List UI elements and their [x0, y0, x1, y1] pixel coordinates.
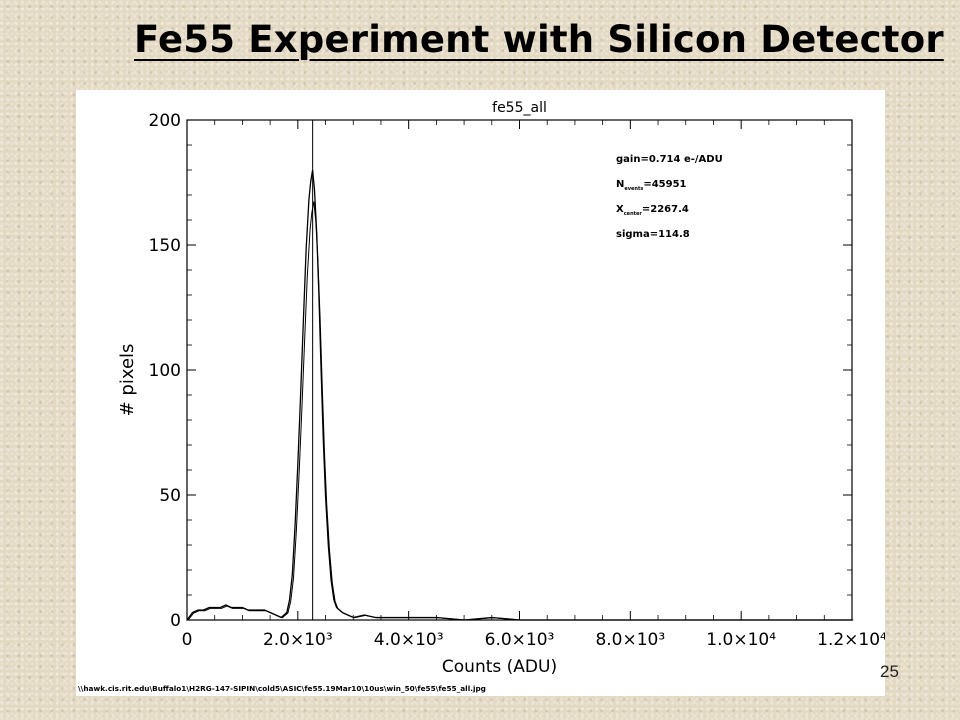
histogram-line — [186, 169, 852, 621]
footer-file-path: \\hawk.cis.rit.edu\Buffalo1\H2RG-147-SIP… — [78, 684, 486, 693]
y-tick-label: 100 — [149, 361, 181, 381]
annotation-subscript: events — [624, 186, 643, 192]
chart-title: fe55_all — [492, 100, 547, 116]
x-tick-label: 6.0×10³ — [485, 630, 555, 650]
annotation-subscript: center — [624, 211, 643, 217]
y-tick-label: 200 — [149, 111, 181, 131]
x-tick-label: 8.0×10³ — [595, 630, 665, 650]
annotation-text: Nevents=45951 — [616, 179, 687, 192]
page-number: 25 — [880, 662, 899, 681]
y-tick-label: 50 — [159, 486, 181, 506]
annotation-main: X — [616, 204, 624, 215]
y-tick-label: 0 — [170, 611, 181, 631]
x-tick-label: 1.0×10⁴ — [706, 630, 776, 650]
histogram-line-noise — [187, 201, 854, 621]
slide-title: Fe55 Experiment with Silicon Detector — [134, 18, 944, 61]
annotation-main: gain=0.714 e-/ADU — [616, 154, 723, 165]
y-tick-label: 150 — [149, 236, 181, 256]
x-axis-label: Counts (ADU) — [442, 657, 557, 677]
annotation-main: sigma=114.8 — [616, 229, 690, 240]
annotation-main: N — [616, 179, 624, 190]
y-axis-label: # pixels — [117, 344, 138, 417]
x-tick-label: 1.2×10⁴ — [817, 630, 885, 650]
annotation-value: =45951 — [643, 179, 686, 190]
x-tick-label: 2.0×10³ — [263, 630, 333, 650]
histogram-chart: fe55_all 0 2.0×10³ 4.0×10³ 6.0×10³ 8.0×10³ 1.0… — [78, 100, 887, 693]
x-tick-label: 4.0×10³ — [374, 630, 444, 650]
annotation-text: sigma=114.8 — [616, 229, 690, 240]
annotation-value: =2267.4 — [642, 204, 689, 215]
plot-panel: fe55_all 0 2.0×10³ 4.0×10³ 6.0×10³ 8.0×10³ 1.0… — [76, 90, 887, 696]
annotation-text: gain=0.714 e-/ADU — [616, 154, 723, 165]
plot-frame — [186, 119, 853, 621]
annotation-text: Xcenter=2267.4 — [616, 204, 689, 217]
x-tick-label: 0 — [182, 630, 193, 650]
